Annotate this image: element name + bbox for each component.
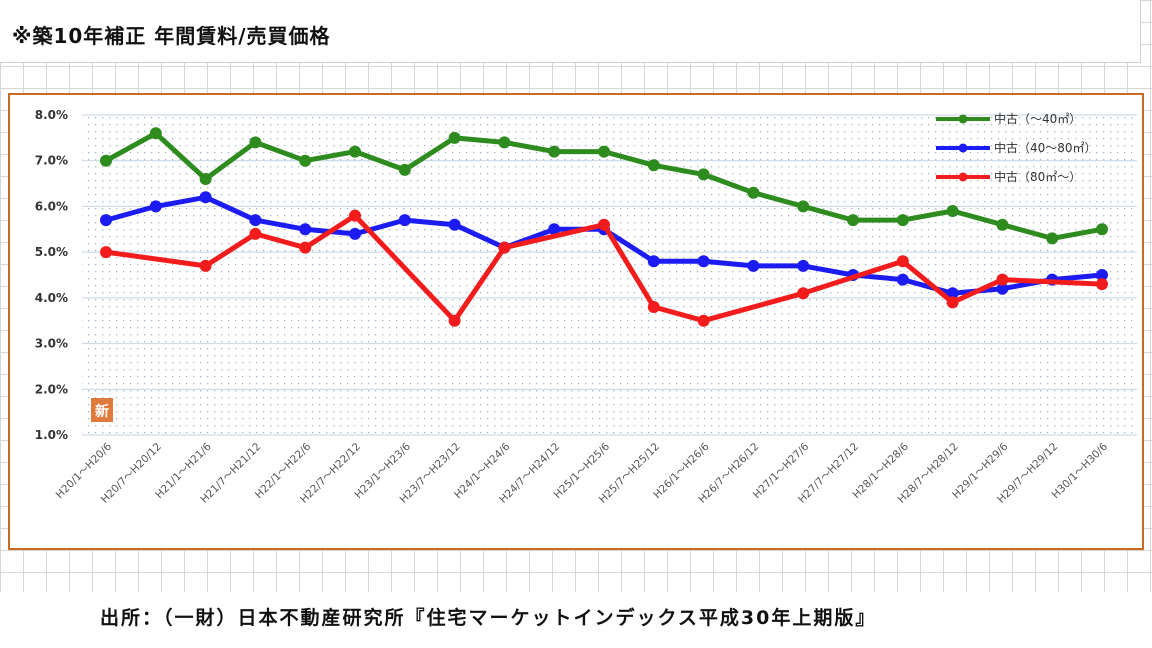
legend-swatch-marker [958, 172, 968, 182]
line-chart: 1.0% 2.0% 3.0% 4.0% 5.0% 6.0% 7.0% 8.0% H20/1～H… [35, 108, 1137, 506]
data-point [448, 218, 461, 231]
data-point [647, 301, 660, 313]
new-badge-label: 新 [95, 403, 109, 420]
y-tick-label: 7.0% [35, 154, 68, 168]
data-point [996, 218, 1009, 231]
series-layer [100, 127, 1108, 327]
footer-band [0, 592, 1152, 648]
data-point [398, 163, 411, 176]
data-point [647, 159, 660, 172]
data-point [1096, 278, 1108, 291]
data-point [349, 145, 361, 158]
legend-label: 中古（～40㎡） [994, 111, 1081, 126]
data-point [797, 259, 810, 272]
y-tick-label: 4.0% [35, 291, 68, 305]
data-point [797, 200, 810, 213]
legend-entry: 中古（40～80㎡） [936, 140, 1097, 155]
data-point [847, 214, 859, 227]
data-point [548, 223, 561, 236]
data-point [448, 314, 461, 327]
data-point [598, 218, 610, 231]
y-tick-label: 5.0% [35, 245, 68, 259]
data-point [498, 241, 511, 254]
legend-label: 中古（80㎡～） [994, 169, 1081, 184]
data-point [747, 186, 760, 199]
data-point [249, 227, 262, 240]
data-point [149, 200, 162, 213]
data-point [1046, 232, 1059, 245]
data-point [647, 255, 660, 268]
data-point [697, 255, 710, 268]
data-point [100, 154, 112, 167]
new-badge-box [91, 398, 113, 422]
data-point [199, 259, 212, 272]
data-point [896, 214, 909, 227]
data-point [996, 282, 1009, 295]
data-point [299, 223, 312, 236]
data-point [249, 136, 262, 149]
y-tick-label: 6.0% [35, 199, 68, 213]
data-point [299, 154, 312, 167]
legend-swatch-marker [958, 143, 968, 153]
data-point [199, 173, 212, 185]
data-point [100, 214, 112, 227]
data-point [100, 246, 112, 259]
plot-area-background [82, 115, 1137, 435]
data-point [199, 191, 212, 204]
data-point [1096, 223, 1108, 236]
gridlines [82, 114, 1137, 436]
header-band: ※築10年補正 年間賃料/売買価格 [0, 0, 1141, 63]
y-tick-label: 8.0% [35, 108, 68, 122]
data-point [996, 273, 1009, 286]
data-point [448, 131, 461, 144]
data-point [349, 227, 361, 240]
data-point [946, 287, 959, 300]
data-point [548, 145, 561, 158]
legend-label: 中古（40～80㎡） [994, 140, 1097, 155]
data-point [398, 214, 411, 227]
chart-frame: 1.0% 2.0% 3.0% 4.0% 5.0% 6.0% 7.0% 8.0% H20/1～H… [8, 93, 1144, 550]
x-axis-ticks: H20/1～H20/6H20/7～H20/12H21/1～H21/6H21/7～… [54, 440, 1111, 505]
y-tick-label: 1.0% [35, 428, 68, 442]
legend-entry: 中古（～40㎡） [936, 111, 1081, 126]
data-point [747, 259, 760, 272]
source-note: 出所：（一財）日本不動産研究所『住宅マーケットインデックス平成30年上期版』 [100, 607, 877, 629]
y-tick-label: 2.0% [35, 382, 68, 396]
data-point [946, 205, 959, 217]
data-point [697, 314, 710, 327]
data-point [149, 127, 162, 140]
new-badge: 新 [91, 398, 113, 422]
chart-legend: 中古（～40㎡） 中古（40～80㎡） 中古（80㎡～） [936, 111, 1097, 184]
y-axis-ticks: 1.0% 2.0% 3.0% 4.0% 5.0% 6.0% 7.0% 8.0% [35, 108, 68, 442]
data-point [299, 241, 312, 254]
data-point [598, 145, 610, 158]
data-point [797, 287, 810, 300]
page-title: ※築10年補正 年間賃料/売買価格 [12, 24, 331, 48]
y-tick-label: 3.0% [35, 337, 68, 351]
legend-swatch-marker [958, 114, 968, 124]
data-point [697, 168, 710, 181]
data-point [896, 273, 909, 286]
data-point [498, 136, 511, 149]
data-point [896, 255, 909, 268]
data-point [946, 296, 959, 309]
data-point [249, 214, 262, 227]
legend-entry: 中古（80㎡～） [936, 169, 1081, 184]
series-1 [100, 127, 1108, 245]
series-3 [100, 209, 1108, 327]
data-point [1096, 269, 1108, 281]
data-point [349, 209, 361, 222]
